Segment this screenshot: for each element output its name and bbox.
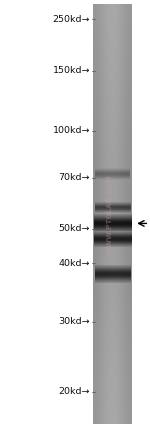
Text: 40kd→: 40kd→ xyxy=(58,259,90,268)
Text: 30kd→: 30kd→ xyxy=(58,317,90,327)
Text: 70kd→: 70kd→ xyxy=(58,173,90,182)
Text: 100kd→: 100kd→ xyxy=(52,126,90,135)
Text: WWW.PTGLAB.COM: WWW.PTGLAB.COM xyxy=(107,174,113,254)
Text: 50kd→: 50kd→ xyxy=(58,224,90,234)
Text: 20kd→: 20kd→ xyxy=(58,387,90,396)
Text: 150kd→: 150kd→ xyxy=(52,66,90,75)
Text: 250kd→: 250kd→ xyxy=(52,15,90,24)
